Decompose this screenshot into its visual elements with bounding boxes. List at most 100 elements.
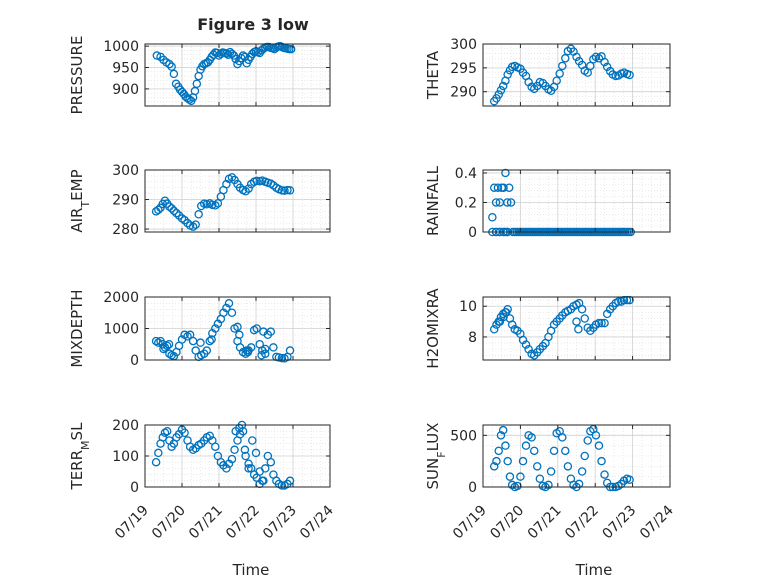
data-point [594,318,604,328]
data-point [160,428,170,437]
data-point [614,297,623,306]
data-point [499,312,508,322]
data-point [594,441,604,450]
y-tick-label: 0 [468,480,477,496]
data-series [151,420,295,490]
data-point [162,426,172,436]
data-point [255,467,264,476]
data-point [207,335,216,344]
data-point [546,467,556,476]
data-point [222,464,231,473]
data-point [622,295,632,305]
data-point [169,69,179,79]
y-tick-label: 290 [450,85,477,101]
data-point [222,49,231,58]
data-point [164,339,174,349]
data-point [241,451,250,461]
data-point [501,441,510,450]
data-point [493,183,503,192]
y-tick-label: 295 [450,61,477,77]
y-axis-label: PRESSURE [68,36,86,115]
y-tick-label: 0 [468,225,477,241]
y-tick-label: 10 [459,299,477,315]
data-point [597,318,606,328]
data-point [558,61,567,71]
x-tick-label: 07/24 [297,502,337,542]
data-point [154,338,163,347]
data-point [625,475,634,485]
y-tick-label: 0.2 [455,195,477,211]
data-point [285,476,295,486]
data-point [259,476,268,486]
data-point [167,204,176,213]
x-tick-label: 07/23 [600,503,640,543]
data-point [489,325,499,334]
data-point [251,448,261,458]
x-tick-label: 07/19 [112,503,152,543]
data-point [233,322,242,332]
y-axis-label: H2OMIXRA [424,288,442,369]
data-point [227,454,237,464]
data-point [188,222,198,231]
data-point [277,481,287,490]
x-tick-label: 07/21 [186,503,226,543]
y-tick-label: 2000 [103,290,139,306]
y-tick-label: 8 [468,330,477,346]
data-point [252,176,261,186]
data-point [491,198,501,207]
data-point [589,55,598,64]
data-point [521,340,531,349]
data-point [151,457,161,467]
data-point [580,451,589,461]
axes-box [482,43,671,107]
data-point [192,79,202,89]
data-point [167,62,176,71]
data-point [518,456,528,466]
data-point [513,481,522,491]
data-point [211,201,220,210]
data-point [532,462,542,471]
data-point [154,205,163,215]
figure-title: Figure 3 low [197,15,309,34]
y-axis-label: MIXDEPTH [68,289,86,367]
x-tick-label: 07/21 [525,503,565,543]
data-point [488,212,497,222]
data-point [252,324,261,333]
data-point [583,436,592,445]
data-point [503,456,512,466]
subplot-6: 8 10 H2OMIXRA [424,288,671,369]
data-point [577,467,587,476]
data-point [625,70,634,80]
data-series [489,44,634,106]
data-series [152,41,296,106]
data-point [544,480,553,490]
axes-box [482,424,671,488]
y-tick-label: 280 [112,222,139,238]
y-axis-label: RAINFALL [424,165,442,236]
y-axis-label: THETA [424,50,442,100]
x-tick-label: 07/24 [637,502,677,542]
y-axis-label: SUNFLUX [424,423,448,490]
data-point [574,325,583,334]
data-point [242,346,251,355]
data-point [494,446,503,456]
data-point [259,327,268,336]
data-point [230,445,239,455]
data-point [202,346,212,355]
data-point [503,70,512,79]
subplot-1: 900 950 1000 PRESSURE [68,36,331,115]
data-point [504,183,514,192]
data-point [211,442,220,451]
data-point [169,206,179,215]
data-point [549,446,559,456]
x-tick-label: 07/20 [487,503,527,543]
data-point [496,86,506,95]
data-point [507,480,517,490]
data-point [257,351,266,360]
axes-box [482,169,671,233]
data-point [527,433,536,442]
data-point [194,210,203,219]
data-point [501,168,510,178]
data-point [205,336,214,346]
data-point [227,173,237,182]
